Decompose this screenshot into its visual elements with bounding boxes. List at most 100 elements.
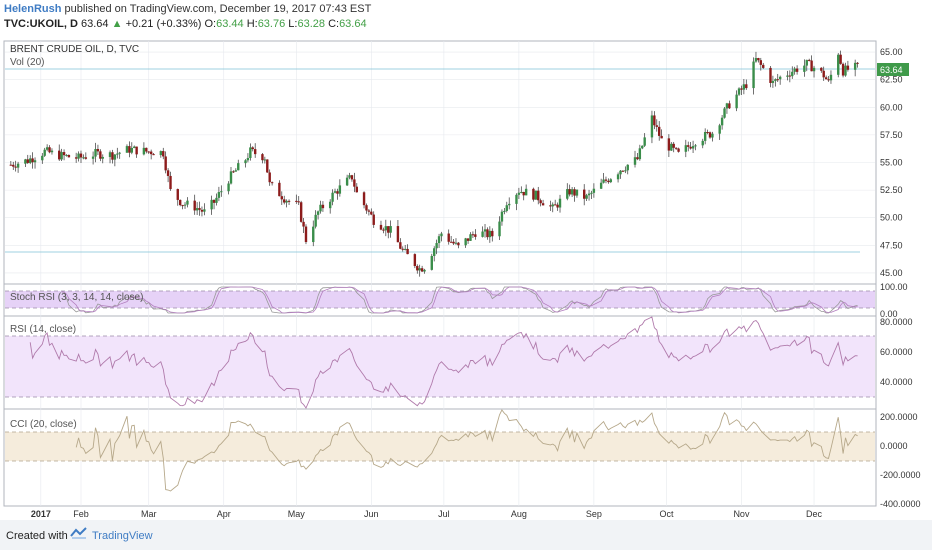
- candle-body: [745, 84, 748, 89]
- candle-body: [217, 192, 221, 198]
- candle-body: [762, 64, 765, 68]
- candle-body: [440, 233, 443, 237]
- candle-body: [520, 191, 523, 193]
- author-link[interactable]: HelenRush: [4, 3, 62, 15]
- open-label: O:: [204, 18, 217, 30]
- price-change: +0.21 (+0.33%): [125, 18, 202, 30]
- candle-body: [178, 199, 182, 206]
- candle-body: [193, 200, 196, 211]
- time-axis-label: May: [288, 509, 306, 519]
- candle-body: [633, 157, 637, 165]
- rsi-label: RSI (14, close): [10, 324, 76, 335]
- candle-body: [474, 234, 477, 237]
- candle-body: [737, 88, 741, 95]
- candle-body: [249, 147, 252, 158]
- candle-body: [297, 201, 300, 203]
- candle-body: [244, 160, 247, 164]
- price-axis-label: 50.00: [880, 213, 903, 223]
- price-axis[interactable]: 65.00 62.50 60.00 57.50 55.00 52.50 50.00 47.50…: [880, 47, 903, 278]
- candle-body: [159, 151, 163, 156]
- candle-body: [133, 146, 136, 148]
- indicator-axis-label: 0.0000: [880, 441, 908, 451]
- candle-body: [406, 248, 409, 255]
- candle-body: [795, 68, 799, 72]
- open-value: 63.44: [216, 18, 244, 30]
- candle-body: [423, 269, 426, 272]
- candle-body: [314, 214, 317, 227]
- candle-body: [232, 171, 235, 173]
- ohlc-line: TVC:UKOIL, D 63.64 ▲ +0.21 (+0.33%) O:63…: [4, 18, 367, 30]
- low-value: 63.28: [297, 18, 325, 30]
- candle-body: [583, 189, 586, 199]
- candle-body: [321, 204, 325, 209]
- indicator-axis-label: 60.0000: [880, 347, 913, 357]
- candle-body: [67, 154, 71, 158]
- candle-body: [708, 132, 712, 138]
- stoch-label: Stoch RSI (3, 3, 14, 14, close): [10, 292, 143, 303]
- candle-body: [728, 103, 731, 109]
- candle-body: [302, 221, 305, 227]
- candle-body: [91, 156, 95, 159]
- candle-body: [549, 205, 552, 207]
- candle-body: [757, 58, 760, 61]
- candle-body: [824, 77, 828, 80]
- candle-body: [118, 152, 121, 154]
- candle-body: [227, 183, 230, 192]
- candle-body: [609, 179, 613, 183]
- candle-body: [333, 191, 337, 193]
- candle-body: [195, 208, 199, 211]
- rsi-axis: 80.0000 60.0000 40.0000: [880, 317, 913, 387]
- candle-body: [604, 179, 608, 181]
- candle-body: [413, 254, 417, 267]
- candle-body: [328, 201, 332, 209]
- candle-body: [776, 79, 779, 81]
- price-axis-label: 47.50: [880, 240, 903, 250]
- candle-body: [382, 229, 385, 231]
- candle-body: [31, 158, 34, 163]
- candle-body: [522, 191, 525, 196]
- candle-body: [541, 203, 545, 206]
- candle-body: [418, 268, 421, 271]
- candle-body: [624, 170, 627, 172]
- candle-body: [670, 143, 673, 151]
- price-axis-label: 65.00: [880, 47, 903, 57]
- candle-body: [45, 147, 49, 150]
- price-axis-label: 57.50: [880, 130, 903, 140]
- candle-body: [84, 157, 88, 159]
- chart-area[interactable]: BRENT CRUDE OIL, D, TVC Vol (20) Stoch R…: [0, 36, 932, 520]
- candle-body: [389, 226, 392, 233]
- candle-body: [58, 150, 61, 160]
- candle-body: [50, 150, 54, 153]
- grid-lines: [5, 41, 875, 506]
- last-price-tag-text: 63.64: [880, 65, 903, 75]
- candle-body: [457, 242, 460, 246]
- candle-body: [212, 199, 216, 203]
- candle-body: [532, 188, 535, 200]
- up-triangle-icon: ▲: [111, 18, 123, 30]
- candle-body: [687, 145, 690, 147]
- candle-body: [365, 205, 368, 211]
- created-with-text: Created with: [6, 530, 68, 542]
- stoch-band: [5, 291, 875, 308]
- candle-body: [200, 209, 204, 212]
- high-label: H:: [246, 18, 258, 30]
- rsi-band: [5, 336, 875, 397]
- price-pane-title: BRENT CRUDE OIL, D, TVC: [10, 44, 139, 55]
- candlestick-series: [9, 50, 859, 277]
- time-axis[interactable]: 2017 Feb Mar Apr May Jun Jul Aug Sep Oct Nov Dec: [31, 509, 823, 519]
- indicator-axis-label: 0.00: [880, 309, 898, 319]
- tradingview-brand-link[interactable]: TradingView: [92, 530, 153, 542]
- candle-body: [807, 59, 811, 61]
- candle-body: [607, 180, 610, 183]
- candle-body: [79, 153, 83, 158]
- candle-body: [433, 248, 436, 256]
- candle-body: [99, 151, 102, 159]
- candle-body: [111, 152, 114, 160]
- stoch-k-line: [61, 286, 858, 314]
- candle-body: [454, 242, 458, 244]
- candle-body: [853, 62, 857, 70]
- volume-label: Vol (20): [10, 57, 44, 68]
- candle-body: [488, 230, 492, 238]
- candle-body: [229, 171, 233, 184]
- cci-label: CCI (20, close): [10, 419, 77, 430]
